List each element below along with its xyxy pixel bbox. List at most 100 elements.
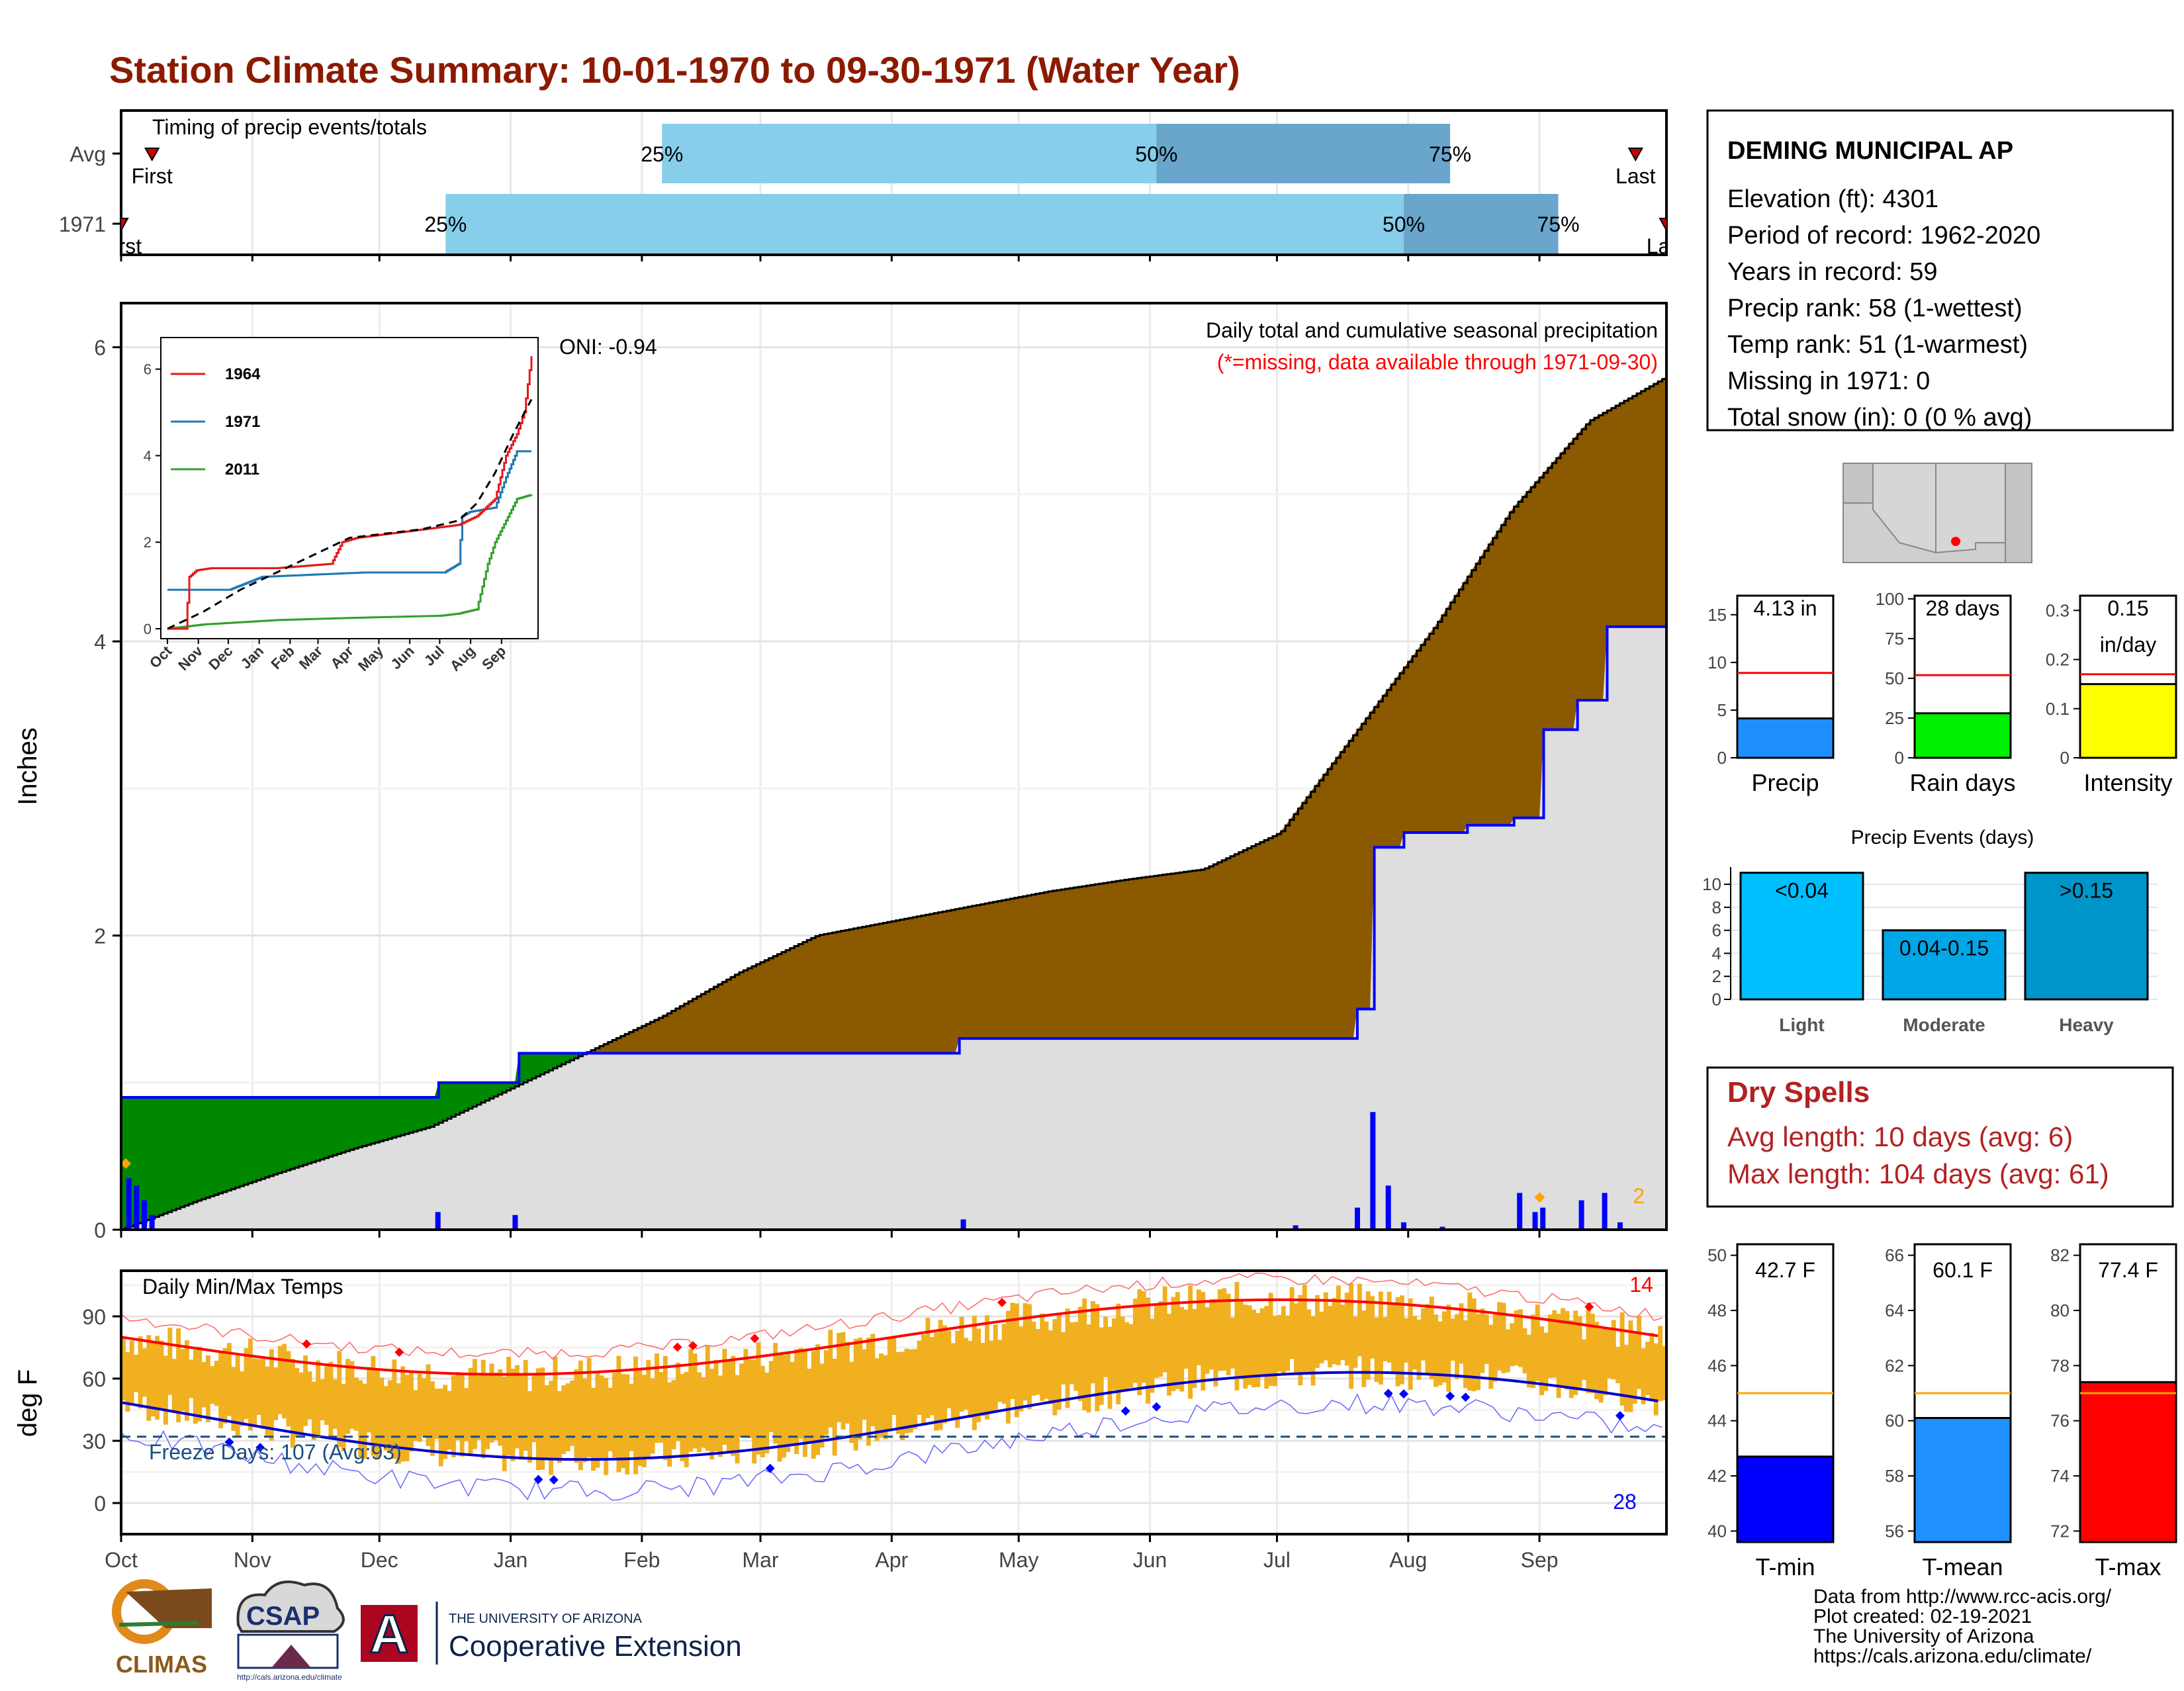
daily-temp-range-bar [900, 1351, 905, 1440]
daily-temp-range-bar [883, 1355, 888, 1440]
daily-temp-range-bar [1128, 1324, 1134, 1388]
university-logo[interactable]: A THE UNIVERSITY OF ARIZONA Cooperative … [361, 1602, 742, 1666]
daily-temp-range-bar [1349, 1283, 1354, 1389]
freeze-days-label: Freeze Days: 107 (Avg:93) [149, 1440, 402, 1464]
x-tick-label: Aug [1389, 1548, 1427, 1572]
daily-temp-range-bar [303, 1355, 308, 1426]
daily-temp-range-bar [841, 1332, 846, 1430]
csap-logo[interactable]: CSAP http://cals.arizona.edu/climate [236, 1580, 345, 1682]
daily-temp-range-bar [553, 1356, 558, 1459]
daily-precip-bar [1370, 1112, 1376, 1230]
mini-precip-value: 28 days [1925, 596, 1999, 620]
daily-temp-range-bar [1158, 1301, 1163, 1377]
daily-temp-range-bar [180, 1349, 185, 1412]
timing-panel: Timing of precip events/totals 25% 50% 75%… [59, 109, 1668, 261]
mini-tick-label: 0.2 [2046, 650, 2070, 670]
locator-map [1843, 463, 2032, 563]
mini-tick-label: 58 [1885, 1466, 1904, 1486]
footer-line: https://cals.arizona.edu/climate/ [1813, 1645, 2092, 1667]
daily-temp-range-bar [371, 1355, 376, 1456]
daily-precip-bar [1602, 1193, 1608, 1230]
footer-line: The University of Arizona [1813, 1625, 2034, 1647]
daily-temp-range-bar [295, 1367, 300, 1438]
record-low-marker [255, 1443, 265, 1453]
daily-temp-range-bar [756, 1342, 761, 1455]
record-low-count: 28 [1613, 1490, 1637, 1514]
daily-temp-range-bar [417, 1373, 422, 1442]
daily-temp-range-bar [1615, 1347, 1621, 1383]
daily-temp-range-bar [1632, 1333, 1637, 1404]
csap-url: http://cals.arizona.edu/climate [237, 1672, 342, 1682]
daily-temp-range-bar [252, 1358, 257, 1426]
mini-tick-label: 0 [2060, 748, 2070, 768]
timing-75-label: 75% [1429, 142, 1471, 166]
daily-temp-range-bar [1056, 1313, 1062, 1410]
daily-temp-range-bar [1353, 1316, 1358, 1368]
record-high-line [120, 1272, 1662, 1360]
mini-tick-label: 56 [1885, 1521, 1904, 1541]
station-line: Years in record: 59 [1727, 258, 1938, 286]
daily-temp-range-bar [604, 1377, 609, 1475]
inset-x-tick-label: Mar [296, 643, 326, 673]
mini-tick-label: 0.1 [2046, 699, 2070, 719]
daily-temp-range-bar [1467, 1292, 1473, 1391]
daily-temp-range-bar [688, 1349, 694, 1452]
daily-temp-range-bar [1429, 1297, 1434, 1379]
events-tick-label: 2 [1712, 966, 1721, 986]
daily-temp-range-bar [773, 1343, 778, 1444]
inset-x-tick-label: Apr [327, 643, 357, 672]
daily-temp-range-bar [129, 1340, 134, 1404]
x-tick-label: May [999, 1548, 1038, 1572]
daily-temp-range-bar [1463, 1320, 1468, 1389]
record-low-marker [549, 1475, 559, 1485]
daily-temp-range-bar [1332, 1297, 1337, 1365]
daily-temp-range-bar [176, 1328, 181, 1423]
daily-temp-range-bar [985, 1315, 989, 1420]
daily-temp-range-bar [768, 1361, 774, 1432]
daily-temp-range-bar [477, 1375, 482, 1440]
daily-temp-range-bar [1281, 1306, 1286, 1375]
daily-temp-range-bar [1441, 1311, 1447, 1383]
daily-temp-range-bar [286, 1351, 291, 1427]
mini-precip-bar [2079, 683, 2177, 759]
precip-events-chart: Precip Events (days) 0 2 4 6 8 10 <0.04 Light 0.… [1702, 827, 2158, 1035]
daily-temp-range-bar [430, 1381, 435, 1456]
daily-temp-range-bar [210, 1365, 215, 1404]
daily-temp-range-bar [1518, 1309, 1523, 1367]
station-line: Missing in 1971: 0 [1727, 367, 1930, 395]
daily-temp-range-bar [1455, 1314, 1460, 1379]
mini-tick-label: 100 [1876, 589, 1904, 609]
daily-temp-range-bar [277, 1346, 283, 1414]
daily-temp-range-bar [680, 1374, 685, 1461]
daily-temp-range-bar [422, 1378, 427, 1436]
timing-50-label: 50% [1383, 212, 1425, 236]
daily-temp-range-bar [1167, 1314, 1172, 1396]
daily-temp-range-bar [506, 1357, 512, 1456]
first-label: First [101, 234, 142, 258]
daily-precip-bar [149, 1214, 155, 1230]
daily-temp-range-bar [489, 1363, 494, 1443]
daily-temp-range-bar [1323, 1292, 1328, 1361]
daily-temp-range-bar [1573, 1310, 1578, 1395]
daily-precip-bar [1293, 1225, 1298, 1230]
climas-logo[interactable]: CLIMAS [112, 1579, 212, 1678]
daily-temp-range-bar [1412, 1316, 1418, 1370]
daily-temp-range-bar [1302, 1284, 1307, 1373]
mini-tick-label: 40 [1707, 1521, 1727, 1541]
x-tick-label: Oct [105, 1548, 138, 1572]
daily-temp-range-bar [692, 1353, 698, 1449]
record-high-marker [688, 1341, 698, 1351]
mini-temp-value: 77.4 F [2098, 1258, 2158, 1282]
inset-frame [160, 337, 539, 639]
daily-temp-range-bar [163, 1355, 168, 1425]
daily-temp-range-bar [862, 1349, 867, 1420]
inset-y-tick-label: 4 [144, 447, 152, 464]
daily-temp-range-bar [646, 1359, 651, 1459]
daily-temp-range-bar [1374, 1317, 1379, 1383]
mini-tick-label: 80 [2050, 1301, 2070, 1320]
x-tick-label: Sep [1521, 1548, 1559, 1572]
climas-logo-text: CLIMAS [116, 1651, 207, 1678]
inset-x-tick-label: Sep [478, 643, 509, 673]
daily-temp-range-bar [739, 1363, 744, 1438]
daily-temp-range-bar [1213, 1299, 1218, 1387]
